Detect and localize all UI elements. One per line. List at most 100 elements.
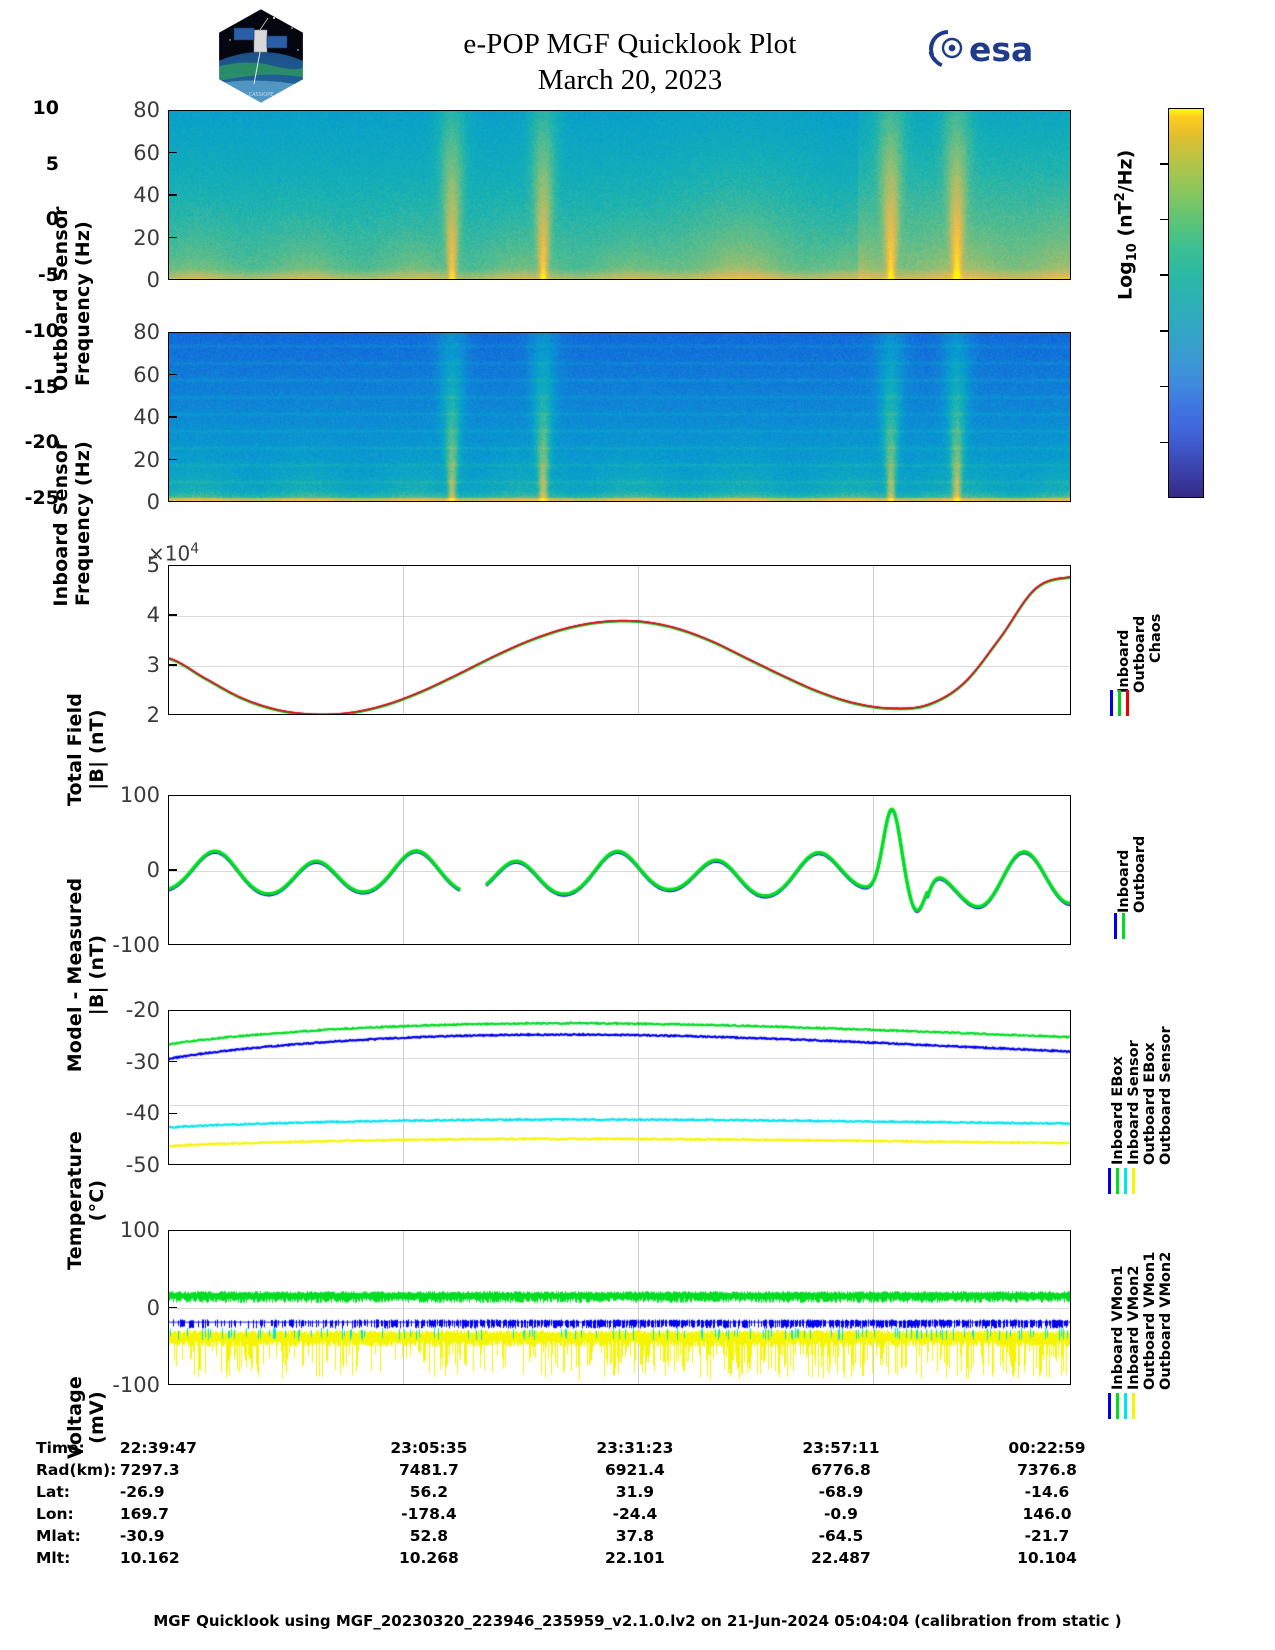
panel-inboard-spectrogram: Inboard Sensor Frequency (Hz) <box>0 330 1180 607</box>
table-row-label: Rad(km): <box>36 1461 117 1479</box>
legend-label-inboard-sensor: Inboard Sensor <box>1126 1040 1142 1165</box>
table-cell: 56.2 <box>409 1483 448 1501</box>
colorbar <box>1168 108 1204 498</box>
table-cell: 146.0 <box>1022 1505 1072 1523</box>
title-main: e-POP MGF Quicklook Plot <box>463 28 797 60</box>
page-header: CASSIOPE e-POP MGF Quicklook Plot March … <box>0 0 1275 108</box>
table-cell: 7297.3 <box>119 1461 180 1479</box>
table-cell: 52.8 <box>409 1527 448 1545</box>
table-row-label: Lon: <box>36 1505 74 1523</box>
model-measured-traces <box>169 796 1070 944</box>
temperature-legend-swatches <box>1108 1168 1135 1194</box>
panel-outboard-spectrogram: Outboard Sensor Frequency (Hz) <box>0 108 1180 391</box>
colorbar-tick-label: -5 <box>37 264 59 287</box>
voltage-legend: Inboard VMon1 Inboard VMon2 Outboard VMo… <box>1098 1230 1178 1419</box>
temperature-legend: Inboard EBox Inboard Sensor Outboard EBo… <box>1098 1010 1178 1194</box>
model-measured-legend-swatches <box>1114 913 1125 939</box>
colorbar-tickmark <box>1160 385 1168 388</box>
temperature-frame <box>168 1010 1071 1165</box>
colorbar-tickmark <box>1160 218 1168 221</box>
colorbar-gradient <box>1168 108 1204 498</box>
table-cell: 23:57:11 <box>802 1439 880 1457</box>
legend-label-inboard: Inboard <box>1116 629 1132 693</box>
colorbar-tick-label: -20 <box>24 431 59 454</box>
table-cell: -68.9 <box>818 1483 864 1501</box>
legend-label-inboard-vmon1: Inboard VMon1 <box>1110 1265 1126 1390</box>
legend-label-outboard-vmon2: Outboard VMon2 <box>1158 1251 1174 1390</box>
table-cell: 6921.4 <box>604 1461 665 1479</box>
table-row: Time: 22:39:47 23:05:35 23:31:23 23:57:11 00:… <box>0 1437 1150 1459</box>
temperature-traces <box>169 1011 1070 1164</box>
table-cell: -64.5 <box>818 1527 864 1545</box>
table-cell: 7481.7 <box>398 1461 459 1479</box>
colorbar-tickmark <box>1160 274 1168 276</box>
table-cell: 10.104 <box>1017 1549 1077 1567</box>
table-row: Lon: 169.7 -178.4 -24.4 -0.9 146.0 <box>0 1503 1150 1525</box>
total-field-legend-swatches <box>1110 690 1129 716</box>
title-subtitle: March 20, 2023 <box>537 64 723 96</box>
colorbar-tick-label: -15 <box>24 375 59 398</box>
table-cell: 10.268 <box>398 1549 459 1567</box>
panel-temperature: Temperature (°C) Inboard EBox Inboard Se… <box>0 1010 1180 1270</box>
table-cell: 00:22:59 <box>1008 1439 1086 1457</box>
table-cell: 7376.8 <box>1017 1461 1077 1479</box>
table-row: Lat: -26.9 56.2 31.9 -68.9 -14.6 <box>0 1481 1150 1503</box>
colorbar-tick-label: 10 <box>32 97 59 119</box>
table-cell: 169.7 <box>119 1505 169 1523</box>
table-row: Mlat: -30.9 52.8 37.8 -64.5 -21.7 <box>0 1525 1150 1547</box>
table-row: Rad(km): 7297.3 7481.7 6921.4 6776.8 7376.8 <box>0 1459 1150 1481</box>
page-title: e-POP MGF Quicklook Plot March 20, 2023 <box>330 26 930 98</box>
table-cell: -24.4 <box>612 1505 658 1523</box>
colorbar-tick-label: -10 <box>24 319 59 342</box>
legend-label-outboard-vmon1: Outboard VMon1 <box>1142 1251 1158 1390</box>
table-cell: 37.8 <box>615 1527 655 1545</box>
voltage-legend-swatches <box>1108 1393 1135 1419</box>
table-cell: 22.101 <box>604 1549 665 1567</box>
ephemeris-table: Time: 22:39:47 23:05:35 23:31:23 23:57:11 00:… <box>0 1437 1180 1569</box>
legend-label-inboard: Inboard <box>1116 849 1132 913</box>
table-row-label: Mlt: <box>36 1549 71 1567</box>
table-cell: -26.9 <box>119 1483 165 1501</box>
table-row-label: Lat: <box>36 1483 70 1501</box>
footer-note: MGF Quicklook using MGF_20230320_223946_… <box>153 1612 1122 1630</box>
colorbar-tick-label: 5 <box>45 152 59 175</box>
table-cell: -178.4 <box>401 1505 457 1523</box>
legend-label-chaos: Chaos <box>1148 613 1164 663</box>
colorbar-tickmark <box>1160 441 1168 444</box>
table-cell: 23:31:23 <box>596 1439 674 1457</box>
table-cell: 23:05:35 <box>390 1439 468 1457</box>
outboard-spectrogram-image <box>169 111 1070 279</box>
inboard-spectrogram-frame <box>168 332 1071 502</box>
legend-label-outboard: Outboard <box>1132 835 1148 913</box>
panel-voltage: Voltage (mV) Inboard VMon1 Inboard VMon2… <box>0 1230 1180 1459</box>
colorbar-tick-label: -25 <box>24 487 59 509</box>
panel-total-field: Total Field |B| (nT) ×104 Inboard Outboa… <box>0 541 1180 806</box>
colorbar-tick-label: 0 <box>45 208 59 231</box>
total-field-frame <box>168 565 1071 715</box>
legend-label-inboard-ebox: Inboard EBox <box>1110 1056 1126 1165</box>
legend-label-outboard: Outboard <box>1132 615 1148 693</box>
table-row: Mlt: 10.162 10.268 22.101 22.487 10.104 <box>0 1547 1150 1569</box>
colorbar-tickmark <box>1160 163 1168 165</box>
legend-label-outboard-sensor: Outboard Sensor <box>1158 1026 1174 1165</box>
ephemeris-table-grid: Time: 22:39:47 23:05:35 23:31:23 23:57:11 00:… <box>0 1437 1150 1569</box>
colorbar-tickmark <box>1160 330 1168 332</box>
panel-model-minus-measured: Model - Measured |B| (nT) Inboard Outboa… <box>0 795 1180 1072</box>
inboard-spectrogram-image <box>169 333 1070 501</box>
outboard-spectrogram-frame <box>168 110 1071 280</box>
table-cell: 6776.8 <box>811 1461 871 1479</box>
esa-logo-icon: esa <box>925 26 1045 72</box>
table-cell: 22.487 <box>811 1549 871 1567</box>
total-field-legend: Inboard Outboard Chaos <box>1100 565 1170 716</box>
table-cell: -21.7 <box>1024 1527 1070 1545</box>
mission-patch-label: CASSIOPE <box>249 92 274 98</box>
model-measured-legend: Inboard Outboard <box>1100 795 1170 945</box>
table-row-label: Time: <box>36 1439 85 1457</box>
legend-label-inboard-vmon2: Inboard VMon2 <box>1126 1265 1142 1390</box>
voltage-frame <box>168 1230 1071 1385</box>
table-cell: -30.9 <box>119 1527 165 1545</box>
table-cell: -0.9 <box>823 1505 858 1523</box>
esa-logo-text: esa <box>969 30 1033 69</box>
table-cell: 31.9 <box>615 1483 655 1501</box>
